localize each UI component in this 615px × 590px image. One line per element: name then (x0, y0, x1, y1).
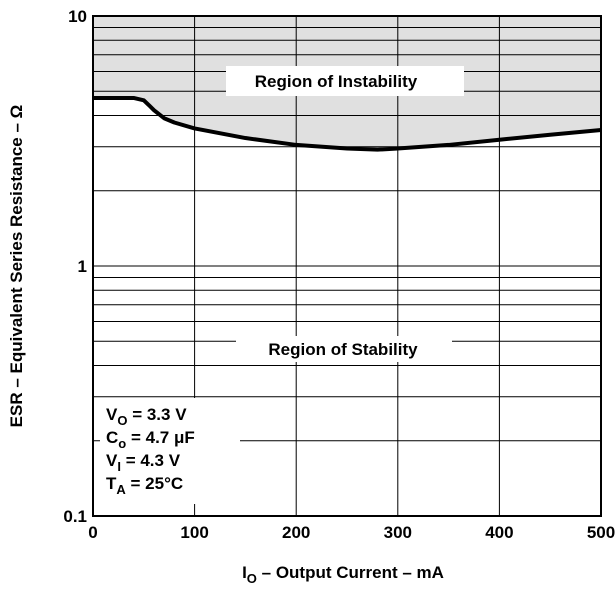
condition-line: VI = 4.3 V (106, 451, 181, 474)
condition-line: VO = 3.3 V (106, 405, 187, 428)
instability-label-box (226, 66, 464, 96)
esr-stability-curve (93, 95, 602, 152)
grid (93, 16, 601, 516)
y-tick-labels: 0.1 1 10 (63, 7, 87, 526)
stability-label-box (236, 336, 452, 362)
y-tick-label: 1 (78, 257, 87, 276)
plot-frame (92, 15, 602, 517)
condition-line: Co = 4.7 μF (106, 428, 195, 451)
x-tick-labels: 0 100 200 300 400 500 (88, 523, 615, 542)
x-tick-label: 300 (384, 523, 412, 542)
x-tick-label: 400 (485, 523, 513, 542)
x-tick-label: 500 (587, 523, 615, 542)
y-tick-label: 10 (68, 7, 87, 26)
y-axis-label: ESR – Equivalent Series Resistance – Ω (7, 105, 26, 428)
y-tick-label: 0.1 (63, 507, 87, 526)
conditions-box (100, 398, 240, 504)
instability-region-label: Region of Instability (255, 72, 418, 91)
x-axis-label: IO – Output Current – mA (242, 563, 444, 586)
condition-line: TA = 25°C (106, 474, 183, 497)
x-tick-label: 0 (88, 523, 97, 542)
stability-region-label: Region of Stability (268, 340, 418, 359)
x-tick-label: 200 (282, 523, 310, 542)
x-tick-label: 100 (180, 523, 208, 542)
